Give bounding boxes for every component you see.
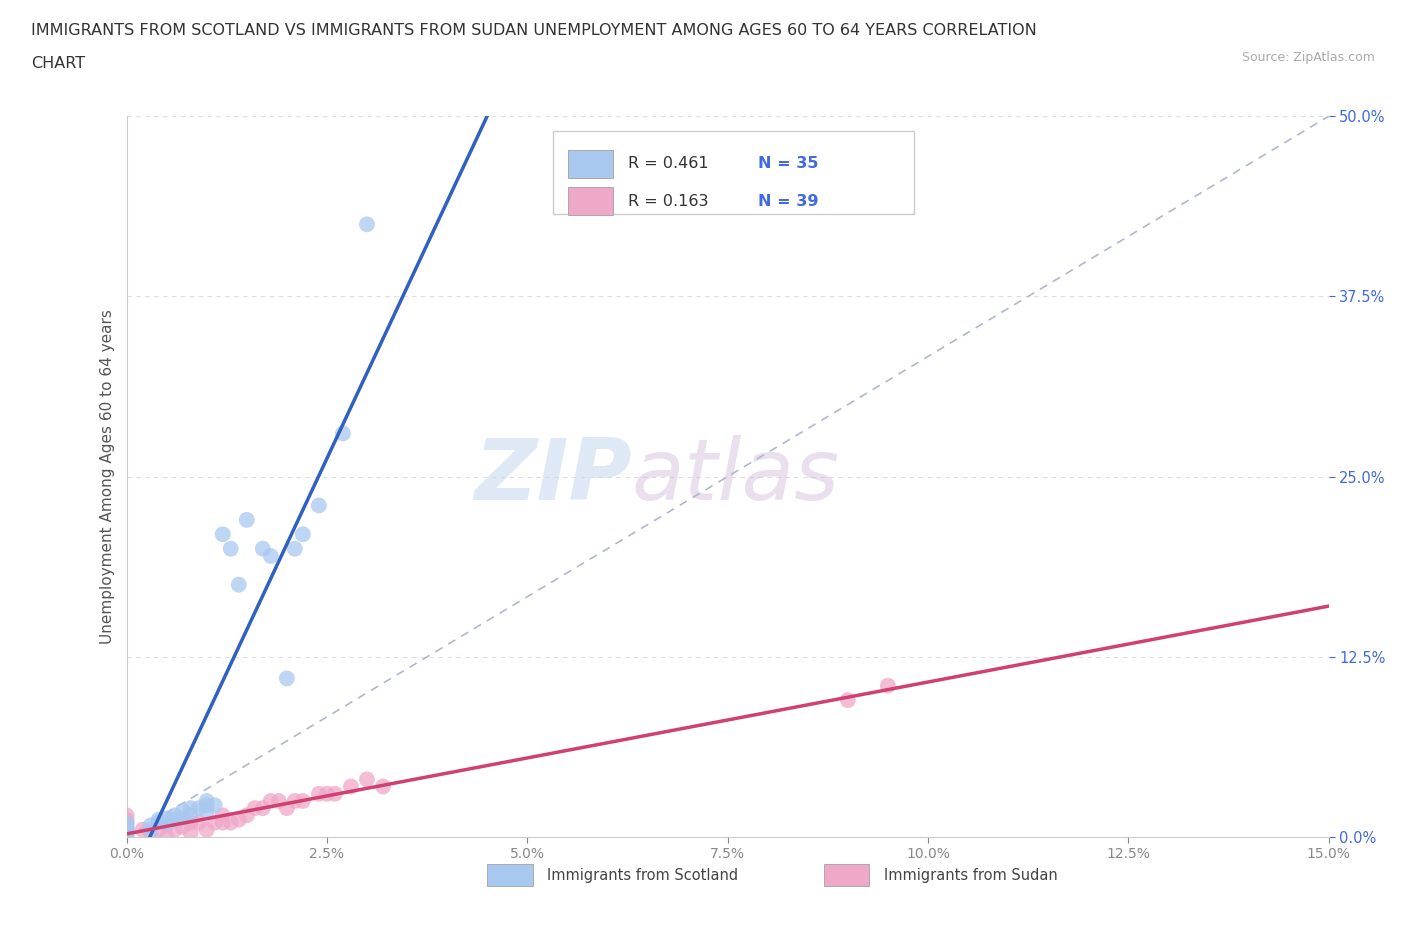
Point xyxy=(115,822,138,837)
Text: R = 0.461: R = 0.461 xyxy=(628,156,709,171)
Point xyxy=(155,830,177,844)
Point xyxy=(195,822,218,837)
Point xyxy=(155,811,177,826)
Point xyxy=(228,578,250,592)
Point xyxy=(139,822,162,837)
Point xyxy=(291,526,314,541)
Point xyxy=(115,830,138,844)
Point xyxy=(115,808,138,823)
Point xyxy=(308,787,330,802)
Point xyxy=(243,801,266,816)
Point xyxy=(276,671,298,686)
Point xyxy=(332,426,354,441)
Text: R = 0.163: R = 0.163 xyxy=(628,193,709,208)
Point xyxy=(131,822,153,837)
Point xyxy=(877,678,900,693)
Point xyxy=(267,793,290,808)
Point xyxy=(235,512,259,527)
Point xyxy=(163,808,186,823)
Y-axis label: Unemployment Among Ages 60 to 64 years: Unemployment Among Ages 60 to 64 years xyxy=(100,309,115,644)
Point xyxy=(195,798,218,813)
Point xyxy=(371,779,394,794)
Point xyxy=(163,812,186,827)
Point xyxy=(115,819,138,834)
Text: N = 35: N = 35 xyxy=(758,156,818,171)
Point xyxy=(115,825,138,840)
Point xyxy=(235,808,259,823)
FancyBboxPatch shape xyxy=(568,188,613,215)
Point xyxy=(139,825,162,840)
Point xyxy=(172,804,194,818)
Point xyxy=(356,772,378,787)
Point xyxy=(260,549,283,564)
Text: IMMIGRANTS FROM SCOTLAND VS IMMIGRANTS FROM SUDAN UNEMPLOYMENT AMONG AGES 60 TO : IMMIGRANTS FROM SCOTLAND VS IMMIGRANTS F… xyxy=(31,23,1036,38)
Point xyxy=(252,801,274,816)
Point xyxy=(228,812,250,827)
FancyBboxPatch shape xyxy=(554,130,914,214)
Point xyxy=(219,815,242,830)
Point xyxy=(323,787,346,802)
Text: CHART: CHART xyxy=(31,56,84,71)
Point xyxy=(284,541,307,556)
Point xyxy=(291,793,314,808)
Point xyxy=(172,811,194,826)
Point xyxy=(187,815,209,830)
Point xyxy=(356,217,378,232)
Point xyxy=(155,818,177,833)
Point xyxy=(204,798,226,813)
Point xyxy=(219,541,242,556)
Text: atlas: atlas xyxy=(631,435,839,518)
Point xyxy=(180,815,202,830)
Point xyxy=(276,801,298,816)
Point xyxy=(180,825,202,840)
Point xyxy=(308,498,330,513)
Point xyxy=(180,801,202,816)
Text: Source: ZipAtlas.com: Source: ZipAtlas.com xyxy=(1241,51,1375,64)
Point xyxy=(260,793,283,808)
Point xyxy=(195,793,218,808)
Point xyxy=(837,693,859,708)
Point xyxy=(252,541,274,556)
Text: Immigrants from Scotland: Immigrants from Scotland xyxy=(547,868,738,883)
Point xyxy=(211,808,233,823)
Point xyxy=(115,825,138,840)
FancyBboxPatch shape xyxy=(824,864,869,886)
Point xyxy=(115,819,138,834)
Text: N = 39: N = 39 xyxy=(758,193,818,208)
FancyBboxPatch shape xyxy=(486,864,533,886)
Point xyxy=(115,812,138,827)
Text: Immigrants from Sudan: Immigrants from Sudan xyxy=(884,868,1057,883)
Point xyxy=(211,526,233,541)
FancyBboxPatch shape xyxy=(568,150,613,178)
Point xyxy=(148,815,170,830)
Point xyxy=(148,822,170,837)
Point xyxy=(195,804,218,818)
Point xyxy=(139,818,162,833)
Point xyxy=(163,822,186,837)
Text: ZIP: ZIP xyxy=(474,435,631,518)
Point xyxy=(115,815,138,830)
Point xyxy=(180,808,202,823)
Point xyxy=(115,815,138,830)
Point xyxy=(340,779,363,794)
Point xyxy=(187,801,209,816)
Point xyxy=(115,822,138,837)
Point xyxy=(155,815,177,830)
Point xyxy=(115,830,138,844)
Point xyxy=(315,787,337,802)
Point xyxy=(148,812,170,827)
Point xyxy=(115,827,138,842)
Point xyxy=(204,815,226,830)
Point xyxy=(284,793,307,808)
Point xyxy=(211,815,233,830)
Point xyxy=(172,819,194,834)
